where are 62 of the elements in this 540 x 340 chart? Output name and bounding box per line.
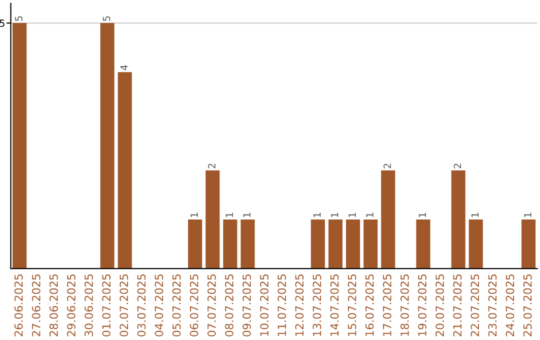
x-tick-label: 24.07.2025 [506, 274, 514, 336]
data-label: 4 [120, 65, 128, 70]
x-tick-label: 02.07.2025 [120, 274, 128, 336]
bar [206, 170, 220, 269]
x-tick-label: 03.07.2025 [137, 274, 146, 336]
x-tick-label: 28.06.2025 [49, 274, 58, 336]
x-tick-label: 16.07.2025 [365, 274, 374, 336]
data-label: 5 [15, 16, 22, 21]
x-tick-label: 17.07.2025 [382, 274, 392, 336]
bar [12, 23, 27, 269]
data-label: 2 [208, 164, 216, 168]
bar [310, 219, 325, 269]
data-label: 1 [366, 212, 374, 218]
x-tick-label: 27.06.2025 [32, 274, 40, 336]
data-label: 1 [418, 212, 426, 218]
bar [468, 219, 483, 269]
x-tick-label: 20.07.2025 [436, 274, 444, 336]
data-label: 1 [243, 212, 250, 218]
x-tick-label: 30.06.2025 [84, 274, 93, 336]
bar [328, 219, 342, 269]
data-label: 1 [190, 212, 198, 218]
x-tick-label: 11.07.2025 [278, 274, 286, 336]
x-tick-label: 21.07.2025 [453, 274, 462, 336]
data-label: 5 [102, 16, 110, 21]
bar [364, 219, 378, 269]
x-tick-label: 13.07.2025 [312, 274, 322, 336]
x-tick-label: 25.07.2025 [523, 274, 532, 336]
bar [381, 170, 396, 269]
data-label: 2 [384, 164, 391, 168]
bar [416, 219, 430, 269]
x-tick-label: 15.07.2025 [348, 274, 356, 336]
x-tick-label: 12.07.2025 [295, 274, 304, 336]
bar [240, 219, 255, 269]
data-label: 1 [314, 212, 321, 218]
bar [451, 170, 466, 269]
bar [100, 23, 114, 269]
x-tick-label: 26.06.2025 [14, 274, 23, 336]
x-tick-label: 04.07.2025 [154, 274, 164, 336]
data-label: 2 [454, 164, 462, 168]
x-tick-label: 08.07.2025 [224, 274, 234, 336]
data-label: 1 [524, 212, 532, 218]
x-tick-label: 18.07.2025 [400, 274, 409, 336]
x-tick-label: 06.07.2025 [190, 274, 198, 336]
x-tick-label: 07.07.2025 [207, 274, 216, 336]
x-tick-label: 19.07.2025 [418, 274, 426, 336]
data-label: 1 [226, 212, 233, 218]
x-tick-label: 29.06.2025 [67, 274, 76, 336]
x-tick-label: 23.07.2025 [488, 274, 497, 336]
bar [188, 219, 202, 269]
x-tick-label: 09.07.2025 [242, 274, 251, 336]
x-tick-label: 05.07.2025 [172, 274, 181, 336]
data-label: 1 [348, 212, 356, 218]
data-label: 1 [471, 212, 479, 218]
bar [522, 219, 536, 269]
data-label: 1 [331, 212, 338, 218]
bar [223, 219, 238, 269]
x-tick-label: 01.07.2025 [102, 274, 111, 336]
x-tick-label: 10.07.2025 [260, 274, 268, 336]
bar [346, 219, 360, 269]
x-tick-label: 14.07.2025 [330, 274, 339, 336]
bar [118, 72, 132, 269]
x-tick-label: 22.07.2025 [470, 274, 480, 336]
